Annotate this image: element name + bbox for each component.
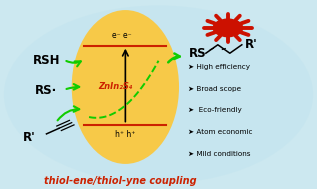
Ellipse shape bbox=[4, 5, 313, 184]
Text: thiol-ene/thiol-yne coupling: thiol-ene/thiol-yne coupling bbox=[44, 176, 197, 186]
Text: RS: RS bbox=[189, 47, 206, 60]
Text: ➤  Eco-friendly: ➤ Eco-friendly bbox=[189, 108, 242, 113]
Text: ➤ Atom economic: ➤ Atom economic bbox=[189, 129, 253, 135]
Text: ZnIn₂S₄: ZnIn₂S₄ bbox=[99, 82, 133, 91]
Text: ➤ Mild conditions: ➤ Mild conditions bbox=[189, 151, 251, 157]
Text: ➤ High efficiency: ➤ High efficiency bbox=[189, 64, 250, 70]
Text: RSH: RSH bbox=[33, 54, 60, 67]
Text: R': R' bbox=[245, 38, 258, 51]
Text: R': R' bbox=[23, 131, 36, 144]
Circle shape bbox=[213, 19, 243, 37]
Text: ➤ Broad scope: ➤ Broad scope bbox=[189, 86, 242, 92]
Text: e⁻ e⁻: e⁻ e⁻ bbox=[113, 31, 132, 40]
Text: RS·: RS· bbox=[35, 84, 58, 97]
Text: h⁺ h⁺: h⁺ h⁺ bbox=[115, 130, 136, 139]
Ellipse shape bbox=[72, 10, 179, 164]
